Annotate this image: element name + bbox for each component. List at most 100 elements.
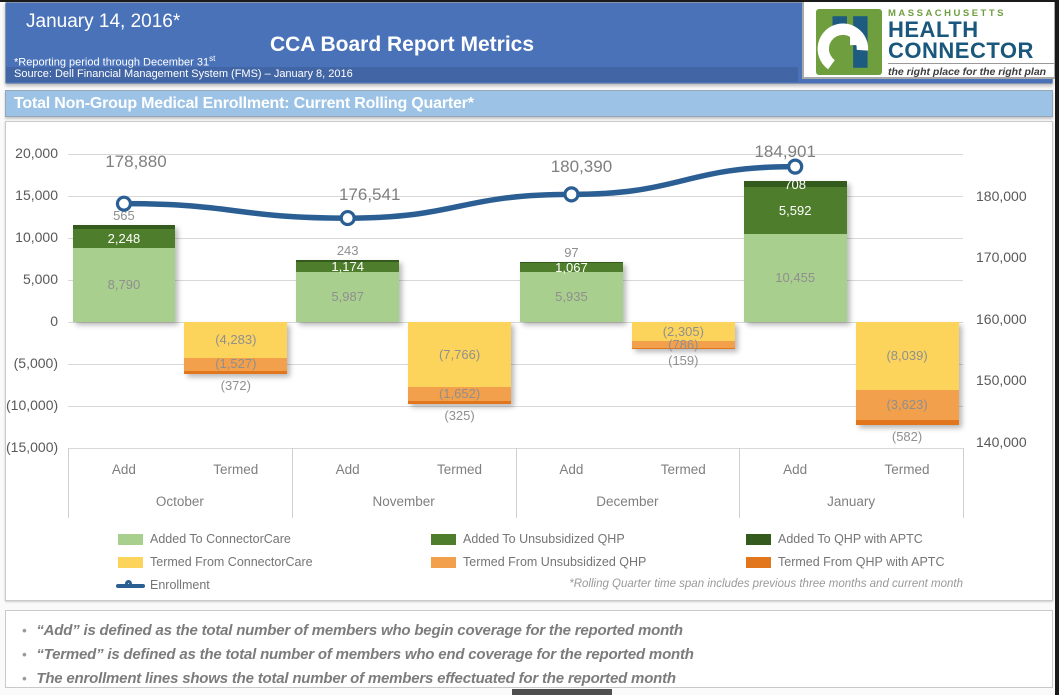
partial-next-section-edge — [512, 689, 612, 695]
category-label: Add — [335, 462, 360, 477]
secondary-axis-tick-label: 180,000 — [976, 187, 1027, 204]
y-axis-tick-label: (10,000) — [6, 397, 59, 413]
legend-swatch-added-to-connectorcare — [118, 534, 143, 545]
bar-value-label: 97 — [564, 245, 579, 261]
bar-value-label: (159) — [668, 353, 699, 369]
reporting-period-note-sup: st — [209, 54, 216, 63]
bar-value-label: (372) — [220, 377, 251, 393]
bar-value-label: (1,527) — [215, 356, 257, 372]
enrollment-marker — [339, 209, 356, 227]
bar-termed-stack — [408, 322, 511, 404]
gridline — [68, 238, 963, 239]
legend-swatch-added-to-qhp-with-aptc — [746, 534, 771, 545]
reporting-period-note: *Reporting period through December 31st — [14, 54, 215, 69]
category-separator — [291, 448, 293, 518]
bar-value-label: 243 — [336, 242, 359, 258]
enrollment-marker — [563, 186, 580, 203]
bullet-icon: • — [22, 647, 27, 662]
definition-enrollment: • The enrollment lines shows the total n… — [22, 670, 1036, 687]
definition-enrollment-text: The enrollment lines shows the total num… — [36, 670, 676, 687]
month-label: December — [596, 494, 659, 509]
definition-termed-text: “Termed” is defined as the total number … — [36, 646, 694, 663]
rolling-quarter-footnote: *Rolling Quarter time span includes prev… — [569, 578, 963, 590]
bar-value-label: (2,305) — [662, 323, 704, 339]
bar-segment-added-to-qhp-with-aptc — [296, 259, 400, 262]
bar-termed-stack — [631, 322, 735, 350]
category-label: Termed — [213, 462, 259, 477]
bar-value-label: 5,987 — [331, 288, 364, 304]
y-axis-tick-label: (5,000) — [13, 355, 58, 371]
category-label: Termed — [884, 462, 930, 477]
bar-segment-added-to-connectorcare — [520, 272, 623, 322]
bar-segment-termed-from-connectorcare — [631, 322, 735, 342]
month-label: October — [155, 494, 204, 509]
logo-text-block: MASSACHUSETTS HEALTH CONNECTOR the right… — [888, 8, 1054, 78]
logo-name-line2: CONNECTOR — [888, 38, 1034, 63]
y-axis-tick-label: 15,000 — [15, 187, 58, 203]
category-label: Termed — [660, 462, 706, 477]
health-connector-logo: MASSACHUSETTS HEALTH CONNECTOR the right… — [802, 0, 1056, 79]
category-separator — [515, 448, 517, 518]
health-connector-logo-icon — [816, 9, 882, 75]
gridline — [68, 280, 963, 281]
bar-value-label: 8,790 — [107, 277, 141, 293]
bullet-icon: • — [22, 671, 27, 686]
bar-value-label: 10,455 — [775, 270, 816, 286]
enrollment-value-label: 178,880 — [105, 151, 167, 171]
secondary-axis-tick-label: 160,000 — [976, 310, 1027, 327]
category-separator — [963, 448, 964, 518]
category-separator — [68, 448, 69, 518]
legend-label: Added To ConnectorCare — [150, 532, 291, 546]
bar-value-label: (582) — [891, 428, 923, 444]
bar-value-label: (1,652) — [438, 386, 481, 402]
bar-value-label: 1,067 — [555, 259, 588, 275]
bar-termed-stack — [184, 322, 288, 374]
bar-segment-termed-from-unsubsidized-qhp — [855, 389, 959, 420]
month-label: January — [827, 494, 876, 509]
bar-value-label: (8,039) — [886, 347, 928, 363]
bar-segment-added-to-unsubsidized-qhp — [72, 229, 176, 249]
secondary-axis-tick-label: 140,000 — [976, 434, 1027, 450]
legend-swatch-added-to-unsubsidized-qhp — [431, 534, 456, 545]
y-axis-tick-label: 5,000 — [22, 271, 58, 287]
definitions-panel: • “Add” is defined as the total number o… — [5, 610, 1053, 688]
bar-segment-added-to-qhp-with-aptc — [72, 224, 176, 230]
bar-segment-termed-from-qhp-with-aptc — [855, 419, 959, 425]
y-axis-tick-label: 0 — [50, 313, 58, 329]
bar-segment-termed-from-unsubsidized-qhp — [631, 341, 735, 348]
category-separator — [739, 448, 741, 518]
legend-label: Termed From ConnectorCare — [150, 555, 313, 569]
gridline — [68, 406, 963, 407]
enrollment-value-label: 180,390 — [550, 157, 613, 177]
bar-value-label: 5,592 — [778, 202, 812, 218]
bar-value-label: (7,766) — [438, 346, 481, 362]
bar-segment-added-to-unsubsidized-qhp — [520, 263, 623, 273]
bar-value-label: 565 — [113, 207, 135, 223]
category-label: Termed — [437, 462, 483, 477]
bar-segment-added-to-connectorcare — [743, 234, 847, 322]
month-label: November — [372, 494, 435, 509]
bar-value-label: (4,283) — [215, 331, 257, 347]
bar-value-label: (3,623) — [886, 396, 928, 412]
bar-value-label: 2,248 — [107, 230, 141, 246]
bar-segment-termed-from-qhp-with-aptc — [631, 347, 735, 350]
category-label: Add — [111, 462, 136, 477]
source-note: Source: Dell Financial Management System… — [6, 67, 798, 82]
definition-add-text: “Add” is defined as the total number of … — [36, 622, 683, 639]
legend-label: Termed From Unsubsidized QHP — [463, 555, 647, 569]
definition-termed: • “Termed” is defined as the total numbe… — [22, 646, 1036, 663]
legend-label: Added To Unsubsidized QHP — [463, 532, 625, 546]
enrollment-chart: 20,000 15,000 10,000 5,000 0 (5,000) (10,000) (… — [5, 121, 1053, 601]
enrollment-value-label: 176,541 — [338, 185, 401, 205]
bar-segment-termed-from-qhp-with-aptc — [408, 401, 511, 404]
bar-termed-stack — [855, 322, 959, 425]
reporting-period-note-text: *Reporting period through December 31 — [14, 56, 210, 69]
enrollment-marker — [787, 158, 804, 175]
bar-add-stack — [520, 262, 623, 322]
section-title: Total Non-Group Medical Enrollment: Curr… — [14, 95, 474, 112]
legend-swatch-termed-from-connectorcare — [118, 557, 143, 568]
bar-segment-added-to-connectorcare — [296, 271, 400, 322]
page-right-edge — [1055, 0, 1059, 695]
legend-swatch-termed-from-qhp-with-aptc — [746, 557, 771, 568]
bar-value-label: 708 — [784, 177, 807, 193]
